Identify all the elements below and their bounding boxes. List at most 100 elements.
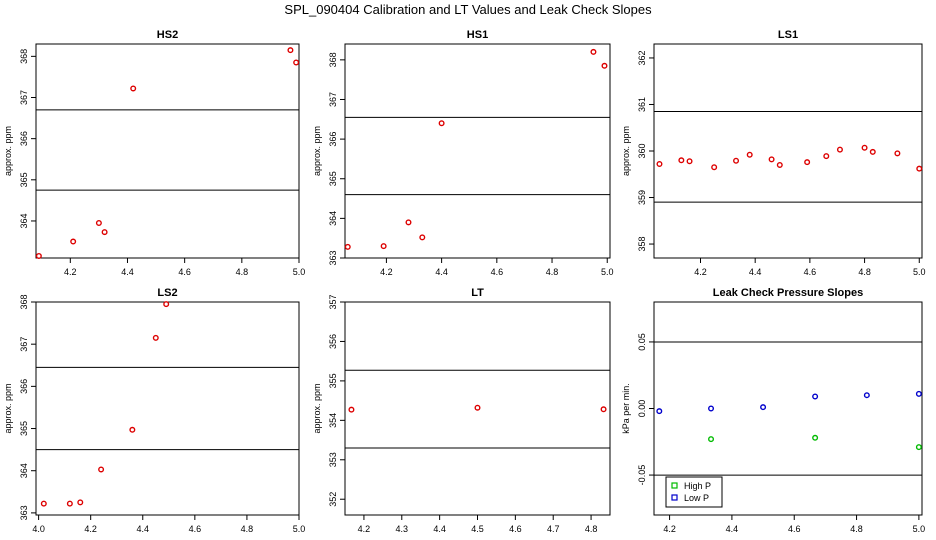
x-tick-label: 4.2: [84, 524, 97, 534]
data-point: [438, 120, 445, 127]
x-tick-label: 5.0: [913, 267, 926, 277]
x-tick-label: 4.2: [663, 524, 676, 534]
y-tick-label: 366: [328, 132, 338, 147]
x-tick-label: 4.2: [694, 267, 707, 277]
x-tick-label: 4.0: [32, 524, 45, 534]
data-point: [130, 85, 137, 92]
plot-frame: [344, 43, 611, 259]
data-point: [656, 408, 663, 415]
data-point: [869, 148, 876, 155]
y-tick-label: 362: [637, 50, 647, 65]
x-tick-label: 4.8: [858, 267, 871, 277]
data-point: [348, 406, 355, 413]
panel-6: Leak Check Pressure Slopes kPa per min. 4.…: [621, 287, 925, 534]
data-point: [66, 500, 73, 507]
y-tick-label: 364: [19, 213, 29, 228]
panel-5: LT approx. ppm 4.2 4.3 4.4 4.5 4.6 4.7 4.8 352 353…: [312, 287, 611, 534]
x-tick-label: 4.8: [241, 524, 254, 534]
panel-3: LS1 approx. ppm 4.2 4.4 4.6 4.8 5.0 358 359 360 36…: [621, 29, 926, 277]
data-point: [656, 161, 663, 168]
legend-label: High P: [684, 481, 711, 491]
y-axis-label: approx. ppm: [312, 126, 322, 176]
data-point: [287, 47, 294, 54]
data-point: [823, 153, 830, 160]
x-tick-label: 4.6: [491, 267, 504, 277]
panel-2: HS1 approx. ppm 4.2 4.4 4.6 4.8 5.0 363 364 365 36…: [312, 29, 613, 277]
data-point: [98, 466, 105, 473]
panel-title: HS2: [157, 29, 178, 41]
y-axis-label: kPa per min.: [621, 383, 631, 434]
panel-title: HS1: [467, 29, 488, 41]
y-axis-label: approx. ppm: [621, 126, 631, 176]
y-tick-label: 368: [19, 294, 29, 309]
data-point: [915, 390, 922, 397]
x-tick-label: 5.0: [601, 267, 614, 277]
data-point: [776, 161, 783, 168]
data-point: [293, 59, 300, 66]
y-tick-label: 365: [19, 421, 29, 436]
x-tick-label: 4.4: [435, 267, 448, 277]
legend-marker: [671, 494, 678, 501]
data-point: [746, 151, 753, 158]
y-tick-label: 364: [328, 211, 338, 226]
data-point: [380, 243, 387, 250]
data-point: [600, 406, 607, 413]
x-tick-label: 4.2: [64, 267, 77, 277]
data-point: [77, 499, 84, 506]
x-tick-label: 4.6: [788, 524, 801, 534]
panel-title: Leak Check Pressure Slopes: [713, 287, 863, 299]
legend-marker: [671, 482, 678, 489]
x-tick-label: 4.8: [236, 267, 249, 277]
y-tick-label: 363: [328, 250, 338, 265]
data-point: [812, 393, 819, 400]
y-axis-label: approx. ppm: [3, 383, 13, 433]
y-tick-label: 361: [637, 97, 647, 112]
data-point: [344, 243, 351, 250]
y-tick-label: 352: [328, 492, 338, 507]
data-point: [163, 301, 170, 308]
x-tick-label: 4.2: [358, 524, 371, 534]
panel-4: LS2 approx. ppm 4.0 4.2 4.4 4.6 4.8 5.0 363 364 36…: [3, 287, 305, 534]
y-tick-label: 365: [19, 172, 29, 187]
x-tick-label: 4.8: [546, 267, 559, 277]
x-tick-label: 4.4: [137, 524, 150, 534]
x-tick-label: 5.0: [293, 267, 306, 277]
y-tick-label: 358: [637, 237, 647, 252]
legend-box: [665, 476, 723, 508]
data-point: [711, 164, 718, 171]
y-tick-label: 354: [328, 413, 338, 428]
y-tick-label: 359: [637, 190, 647, 205]
panel-1: HS2 approx. ppm 4.2 4.4 4.6 4.8 5.0 364 365 366 36…: [3, 29, 305, 277]
y-tick-label: 367: [328, 92, 338, 107]
x-tick-label: 4.3: [396, 524, 409, 534]
data-point: [686, 158, 693, 165]
y-axis-label: approx. ppm: [312, 383, 322, 433]
y-tick-label: 366: [19, 131, 29, 146]
data-point: [861, 144, 868, 151]
data-point: [678, 157, 685, 164]
data-point: [129, 426, 136, 433]
y-tick-label: 357: [328, 294, 338, 309]
x-tick-label: 4.6: [804, 267, 817, 277]
y-tick-label: 368: [328, 52, 338, 67]
x-tick-label: 4.4: [433, 524, 446, 534]
y-tick-label: 363: [19, 505, 29, 520]
legend-label: Low P: [684, 493, 709, 503]
data-point: [708, 405, 715, 412]
data-point: [894, 150, 901, 157]
y-axis-label: approx. ppm: [3, 126, 13, 176]
y-tick-label: 0.00: [637, 400, 647, 418]
data-point: [916, 165, 923, 172]
data-point: [708, 436, 715, 443]
y-tick-label: 356: [328, 334, 338, 349]
data-point: [863, 392, 870, 399]
plot-frame: [344, 301, 611, 516]
x-tick-label: 4.6: [178, 267, 191, 277]
y-tick-label: 364: [19, 463, 29, 478]
plot-frame: [35, 301, 300, 516]
x-tick-label: 4.8: [850, 524, 863, 534]
data-point: [405, 219, 412, 226]
plot-frame: [653, 43, 923, 259]
x-tick-label: 4.2: [380, 267, 393, 277]
